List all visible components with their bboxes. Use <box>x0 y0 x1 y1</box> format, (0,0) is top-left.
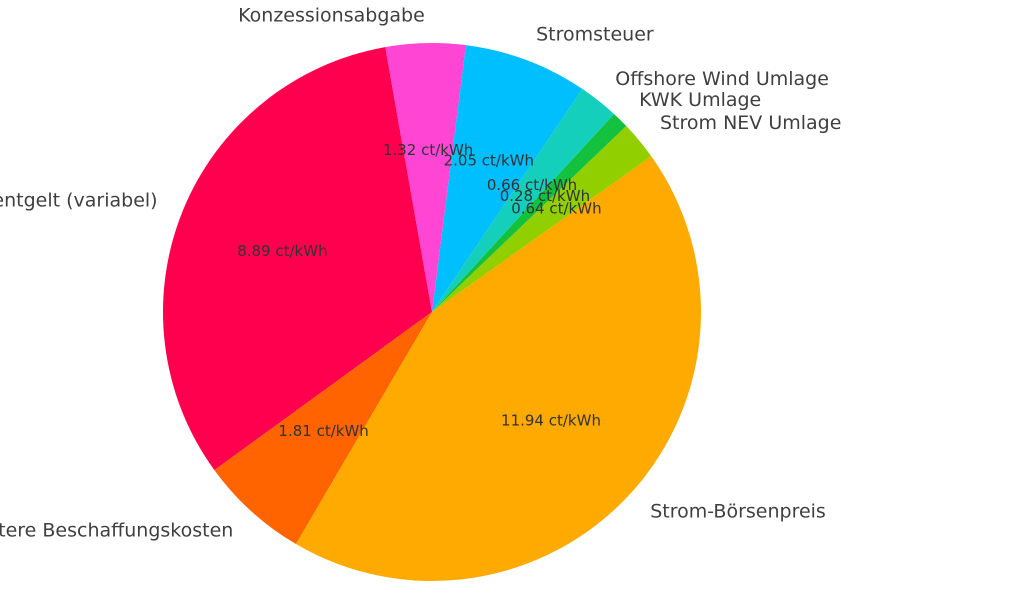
slice-value-label-3: 0.64 ct/kWh <box>511 200 601 218</box>
pie-slice-0 <box>163 47 433 471</box>
slice-value-label-7: 1.32 ct/kWh <box>383 141 473 159</box>
pie-slice-3 <box>432 125 652 312</box>
pie-labels: Netznutzungsentgelt (variabel) 8.89 ct/kW… <box>0 5 841 542</box>
slice-label-5: Offshore Wind Umlage <box>615 68 829 90</box>
pie-slice-2 <box>295 156 701 581</box>
pie-slice-4 <box>432 113 627 312</box>
slice-value-label-0: 8.89 ct/kWh <box>237 242 327 260</box>
slice-value-label-5: 0.66 ct/kWh <box>487 176 577 194</box>
pie-slice-1 <box>214 312 432 545</box>
slice-label-1: Weitere Beschaffungskosten <box>0 520 233 542</box>
pie-slice-6 <box>432 45 583 312</box>
slice-value-label-1: 1.81 ct/kWh <box>278 422 368 440</box>
slice-value-label-4: 0.28 ct/kWh <box>500 187 590 205</box>
pie-slice-5 <box>432 88 615 312</box>
slice-label-2: Strom-Börsenpreis <box>650 500 826 522</box>
slice-label-6: Stromsteuer <box>536 24 654 46</box>
pie-slices <box>163 43 701 581</box>
slice-label-3: Strom NEV Umlage <box>660 112 841 134</box>
pie-slice-7 <box>385 43 466 312</box>
slice-label-7: Konzessionsabgabe <box>238 5 425 27</box>
slice-label-0: Netznutzungsentgelt (variabel) <box>0 190 158 212</box>
slice-label-4: KWK Umlage <box>639 89 761 111</box>
slice-value-label-2: 11.94 ct/kWh <box>501 412 601 430</box>
slice-value-label-6: 2.05 ct/kWh <box>444 151 534 169</box>
